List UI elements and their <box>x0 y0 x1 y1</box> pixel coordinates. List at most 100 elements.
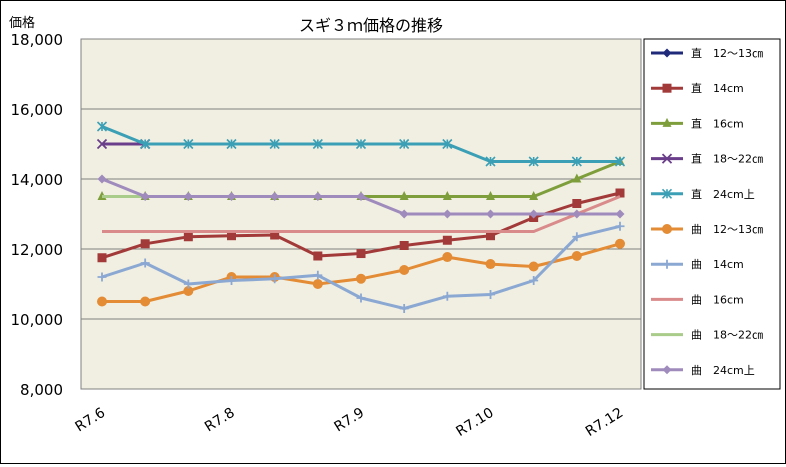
series-line <box>96 121 626 167</box>
legend-label: 直 12～13㎝ <box>691 46 763 60</box>
data-point <box>614 156 626 167</box>
chart-title: スギ３ｍ価格の推移 <box>299 16 443 35</box>
y-axis-ticks: 8,000 10,000 12,000 14,000 16,000 18,000 <box>11 31 64 399</box>
data-point <box>97 174 107 184</box>
data-point <box>528 156 539 167</box>
legend-label: 直 24cm上 <box>691 187 755 201</box>
data-point <box>140 258 150 268</box>
data-point <box>529 191 539 200</box>
legend-label: 直 16cm <box>691 116 744 130</box>
data-point <box>528 261 539 272</box>
legend-item: 曲 24cm上 <box>651 364 755 377</box>
x-tick-label: R7.6 <box>73 405 109 436</box>
legend-item: 曲 14cm <box>651 258 744 271</box>
legend-item: 曲 12～13㎝ <box>651 223 763 236</box>
legend-box <box>643 38 781 390</box>
data-point <box>615 209 625 219</box>
data-point <box>485 259 496 270</box>
data-point <box>227 231 236 241</box>
legend-label: 曲 14cm <box>691 258 744 271</box>
data-point <box>183 279 193 289</box>
data-point <box>571 156 582 167</box>
gridlines <box>81 108 641 320</box>
data-point <box>140 239 150 249</box>
legend-label: 曲 12～13㎝ <box>691 223 763 236</box>
data-point <box>355 138 367 150</box>
x-tick-label: R7.9 <box>332 405 368 436</box>
data-point <box>312 138 323 150</box>
data-point <box>313 192 323 201</box>
legend-item: 曲 18～22㎝ <box>651 329 763 342</box>
data-point <box>97 272 107 282</box>
data-point <box>442 209 452 219</box>
series-line <box>97 174 625 219</box>
data-point <box>442 252 453 263</box>
legend-label: 曲 24cm上 <box>691 364 755 377</box>
data-point <box>442 291 452 301</box>
data-point <box>486 290 495 299</box>
data-point <box>442 191 452 200</box>
data-point <box>399 241 409 250</box>
data-point <box>399 265 410 275</box>
x-axis-ticks: R7.6 R7.8 R7.9 R7.10 R7.12 <box>73 405 627 440</box>
data-point <box>571 251 582 261</box>
data-point <box>96 138 108 150</box>
data-point <box>183 192 193 201</box>
data-point <box>399 138 410 150</box>
data-point <box>572 199 582 208</box>
data-point <box>615 238 625 249</box>
data-point <box>313 251 323 261</box>
series-group <box>96 121 626 313</box>
data-point <box>269 138 280 150</box>
x-tick-label: R7.8 <box>202 405 238 436</box>
x-tick-label: R7.10 <box>453 405 496 440</box>
legend-label: 直 18～22㎝ <box>691 152 763 166</box>
data-point <box>661 153 673 164</box>
data-point <box>97 253 107 263</box>
legend-label: 曲 16cm <box>691 293 744 306</box>
data-point <box>96 121 108 132</box>
series-path <box>102 195 621 233</box>
data-point <box>662 365 672 375</box>
y-tick-label: 16,000 <box>11 101 64 119</box>
data-point <box>270 274 280 284</box>
data-point <box>572 209 582 219</box>
data-point <box>486 209 495 219</box>
data-point <box>183 286 194 296</box>
data-point <box>485 156 496 167</box>
data-point <box>140 296 151 307</box>
data-point <box>356 249 366 259</box>
legend-item: 直 24cm上 <box>651 187 755 201</box>
data-point <box>661 188 673 199</box>
y-tick-label: 18,000 <box>11 31 64 49</box>
data-point <box>486 191 495 200</box>
legend-item: 直 14cm <box>651 81 744 95</box>
data-point <box>356 293 366 303</box>
data-point <box>356 273 366 284</box>
legend-item: 直 18～22㎝ <box>651 152 763 166</box>
legend-item: 直 12～13㎝ <box>651 46 763 60</box>
data-point <box>183 232 193 242</box>
data-point <box>226 138 237 150</box>
data-point <box>662 259 672 269</box>
data-point <box>529 209 539 219</box>
data-point <box>399 304 409 313</box>
data-point <box>312 279 323 289</box>
legend-item: 曲 16cm <box>651 293 744 306</box>
data-point <box>399 191 409 200</box>
data-point <box>662 224 672 234</box>
data-point <box>97 296 107 307</box>
data-point <box>442 138 453 150</box>
y-tick-label: 12,000 <box>11 241 64 259</box>
data-point <box>662 48 672 58</box>
y-tick-label: 10,000 <box>11 311 64 329</box>
series-line <box>102 195 621 233</box>
data-point <box>615 188 625 198</box>
data-point <box>399 209 409 219</box>
data-point <box>442 235 452 245</box>
y-axis-label: 価格 <box>9 15 35 31</box>
data-point <box>486 231 495 241</box>
data-point <box>140 138 151 150</box>
